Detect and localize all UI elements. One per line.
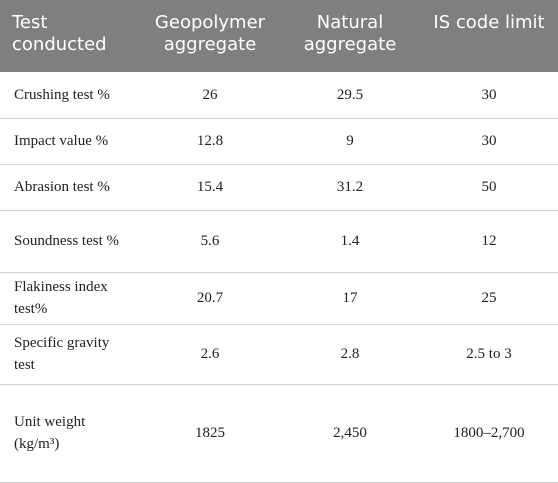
value-cell: 1.4	[280, 210, 420, 273]
table-row: Crushing test % 26 29.5 30	[0, 72, 558, 119]
table-header: Test conducted Geopolymer aggregate Natura…	[0, 0, 558, 72]
test-name-cell: Abrasion test %	[0, 164, 140, 211]
test-name-cell: Unit weight (kg/m³)	[0, 384, 140, 483]
value-cell: 12.8	[140, 118, 280, 165]
value-cell: 20.7	[140, 272, 280, 325]
table-body: Crushing test % 26 29.5 30 Impact value % 12.…	[0, 72, 558, 483]
value-cell: 9	[280, 118, 420, 165]
value-cell: 1825	[140, 384, 280, 483]
value-cell: 2.8	[280, 324, 420, 385]
value-cell: 15.4	[140, 164, 280, 211]
table-row: Flakiness index test% 20.7 17 25	[0, 272, 558, 325]
value-cell: 17	[280, 272, 420, 325]
test-name-cell: Flakiness index test%	[0, 272, 140, 325]
test-name-cell: Soundness test %	[0, 210, 140, 273]
header-row: Test conducted Geopolymer aggregate Natura…	[0, 0, 558, 72]
table-row: Soundness test % 5.6 1.4 12	[0, 210, 558, 273]
test-name-cell: Specific gravity test	[0, 324, 140, 385]
value-cell: 25	[420, 272, 558, 325]
table-row: Abrasion test % 15.4 31.2 50	[0, 164, 558, 211]
test-name-cell: Impact value %	[0, 118, 140, 165]
value-cell: 30	[420, 72, 558, 119]
value-cell: 1800–2,700	[420, 384, 558, 483]
value-cell: 2.5 to 3	[420, 324, 558, 385]
value-cell: 50	[420, 164, 558, 211]
table-row: Unit weight (kg/m³) 1825 2,450 1800–2,700	[0, 384, 558, 483]
value-cell: 29.5	[280, 72, 420, 119]
header-cell: Geopolymer aggregate	[140, 0, 280, 72]
value-cell: 2.6	[140, 324, 280, 385]
table-row: Specific gravity test 2.6 2.8 2.5 to 3	[0, 324, 558, 385]
value-cell: 26	[140, 72, 280, 119]
value-cell: 5.6	[140, 210, 280, 273]
test-name-cell: Crushing test %	[0, 72, 140, 119]
value-cell: 12	[420, 210, 558, 273]
value-cell: 31.2	[280, 164, 420, 211]
header-cell: IS code limit	[420, 0, 558, 72]
header-cell: Natural aggregate	[280, 0, 420, 72]
header-cell: Test conducted	[0, 0, 140, 72]
value-cell: 2,450	[280, 384, 420, 483]
table-row: Impact value % 12.8 9 30	[0, 118, 558, 165]
value-cell: 30	[420, 118, 558, 165]
